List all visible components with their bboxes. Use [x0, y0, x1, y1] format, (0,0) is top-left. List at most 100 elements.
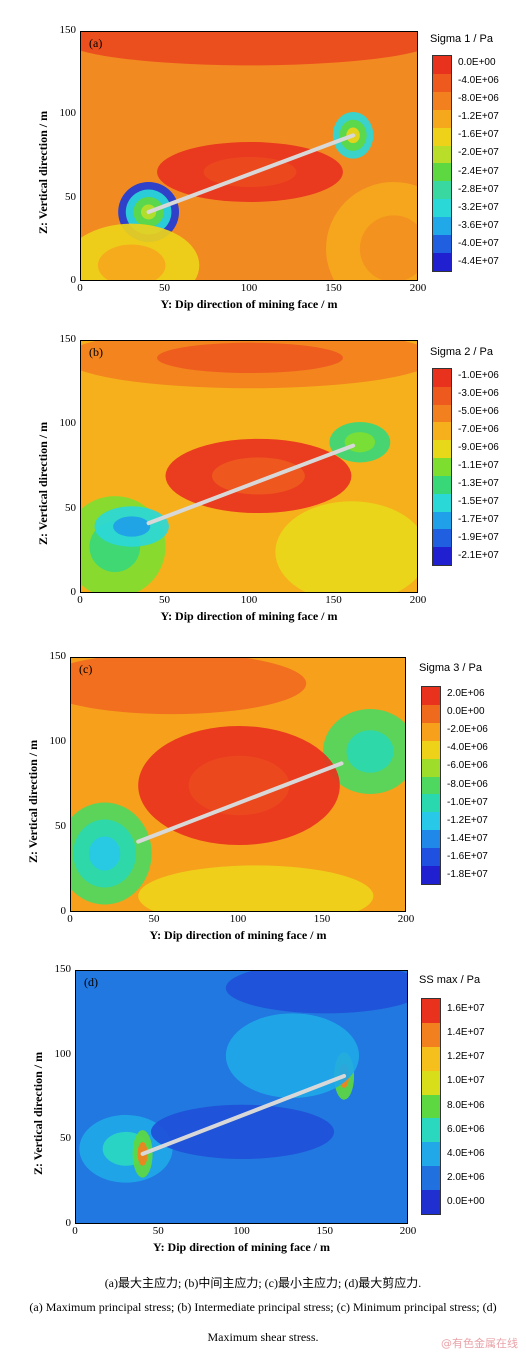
- contour-region: [346, 730, 394, 773]
- colorbar-level-label: -5.0E+06: [458, 406, 499, 417]
- contour-region: [211, 457, 305, 495]
- contour-plot: [70, 657, 406, 912]
- y-tick-label: 0: [65, 1217, 72, 1229]
- contour-region: [81, 32, 417, 66]
- colorbar-level-label: -3.6E+07: [458, 219, 499, 231]
- colorbar-title: Sigma 2 / Pa: [430, 346, 493, 358]
- contour-svg: [81, 32, 417, 280]
- colorbar-level-label: -1.4E+07: [447, 832, 488, 844]
- x-tick-label: 50: [148, 913, 160, 925]
- contour-plot: [80, 340, 418, 593]
- colorbar-swatch: [422, 812, 440, 831]
- x-tick-label: 0: [77, 594, 83, 606]
- y-tick-label: 100: [49, 735, 67, 747]
- colorbar-swatch: [433, 181, 451, 200]
- colorbar-swatch: [433, 199, 451, 218]
- colorbar-swatch: [433, 163, 451, 182]
- colorbar-level-label: 1.2E+07: [447, 1051, 485, 1063]
- colorbar-level-label: 1.4E+07: [447, 1027, 485, 1039]
- contour-region: [71, 658, 307, 715]
- colorbar: [432, 55, 452, 272]
- x-tick-label: 50: [159, 282, 170, 294]
- mining-face-line: [146, 443, 356, 526]
- y-tick-label: 50: [65, 501, 76, 514]
- colorbar-level-label: -1.5E+07: [458, 496, 499, 507]
- y-tick-label: 150: [49, 650, 67, 662]
- x-tick-label: 50: [159, 594, 170, 606]
- colorbar-level-label: -8.0E+06: [447, 778, 488, 790]
- colorbar: [421, 686, 441, 885]
- colorbar-level-label: -7.0E+06: [458, 424, 499, 435]
- colorbar-swatch: [433, 73, 451, 92]
- x-tick-label: 200: [399, 1225, 417, 1237]
- colorbar: [432, 368, 452, 566]
- colorbar-level-label: -2.0E+07: [458, 147, 499, 159]
- contour-plot: [75, 970, 408, 1224]
- colorbar-level-label: -1.7E+07: [458, 514, 499, 525]
- colorbar-level-label: 4.0E+06: [447, 1147, 485, 1159]
- colorbar-swatch: [433, 458, 451, 476]
- colorbar-swatch: [422, 1142, 440, 1167]
- x-tick-label: 100: [240, 594, 258, 606]
- colorbar-swatch: [422, 1166, 440, 1190]
- colorbar-swatch: [433, 56, 451, 74]
- x-tick-label: 50: [152, 1225, 164, 1237]
- caption-english: (a) Maximum principal stress; (b) Interm…: [29, 1300, 497, 1314]
- mining-face-line: [136, 761, 344, 844]
- colorbar-swatch: [422, 722, 440, 741]
- y-axis-label: Z: Vertical direction / m: [36, 110, 50, 234]
- contour-region: [113, 516, 151, 537]
- contour-region: [225, 971, 407, 1014]
- caption-english-cont: Maximum shear stress.: [207, 1330, 319, 1344]
- y-tick-label: 150: [54, 963, 72, 975]
- colorbar-level-label: -4.0E+07: [458, 237, 499, 249]
- colorbar-swatch: [433, 369, 451, 387]
- colorbar-level-label: -2.8E+07: [458, 183, 499, 195]
- colorbar-level-label: -1.2E+07: [458, 111, 499, 123]
- colorbar-swatch: [433, 493, 451, 512]
- colorbar-swatch: [433, 422, 451, 441]
- y-tick-label: 0: [60, 905, 67, 917]
- colorbar-swatch: [422, 1046, 440, 1071]
- colorbar-level-label: -1.0E+06: [458, 370, 499, 381]
- colorbar-swatch: [433, 91, 451, 110]
- x-tick-label: 150: [313, 913, 331, 925]
- x-tick-label: 200: [409, 594, 427, 606]
- colorbar-swatch: [433, 386, 451, 405]
- colorbar-swatch: [433, 511, 451, 530]
- colorbar-title: SS max / Pa: [419, 974, 481, 986]
- y-tick-label: 100: [59, 107, 77, 120]
- contour-plot: [80, 31, 418, 281]
- colorbar-swatch: [433, 127, 451, 146]
- watermark: @有色金属在线: [441, 1337, 518, 1350]
- contour-region: [188, 755, 290, 816]
- y-tick-label: 150: [59, 333, 77, 345]
- colorbar-level-label: -2.4E+07: [458, 165, 499, 177]
- colorbar-level-label: -4.0E+06: [458, 75, 499, 87]
- colorbar-swatch: [433, 404, 451, 423]
- y-tick-label: 50: [55, 820, 66, 832]
- y-tick-label: 0: [70, 274, 77, 286]
- x-tick-label: 200: [409, 282, 427, 294]
- x-tick-label: 200: [397, 913, 415, 925]
- colorbar-level-label: -2.1E+07: [458, 550, 499, 561]
- x-tick-label: 150: [325, 594, 342, 606]
- contour-svg: [76, 971, 407, 1223]
- y-axis-label: Z: Vertical direction / m: [36, 421, 50, 545]
- x-tick-label: 0: [77, 282, 83, 294]
- colorbar-swatch: [422, 1022, 440, 1047]
- colorbar-level-label: -6.0E+06: [447, 760, 488, 772]
- panel-tag: (d): [84, 975, 98, 989]
- colorbar-level-label: 2.0E+06: [447, 1171, 485, 1183]
- colorbar-swatch: [422, 866, 440, 884]
- colorbar-level-label: -4.4E+07: [458, 255, 499, 267]
- colorbar-swatch: [422, 740, 440, 759]
- contour-svg: [71, 658, 405, 911]
- colorbar-swatch: [422, 794, 440, 813]
- contour-svg: [81, 341, 417, 592]
- colorbar-swatch: [422, 758, 440, 777]
- y-axis-label: Z: Vertical direction / m: [31, 1051, 45, 1175]
- x-tick-label: 150: [325, 282, 342, 294]
- colorbar-level-label: -1.3E+07: [458, 478, 499, 489]
- colorbar-level-label: -3.2E+07: [458, 201, 499, 213]
